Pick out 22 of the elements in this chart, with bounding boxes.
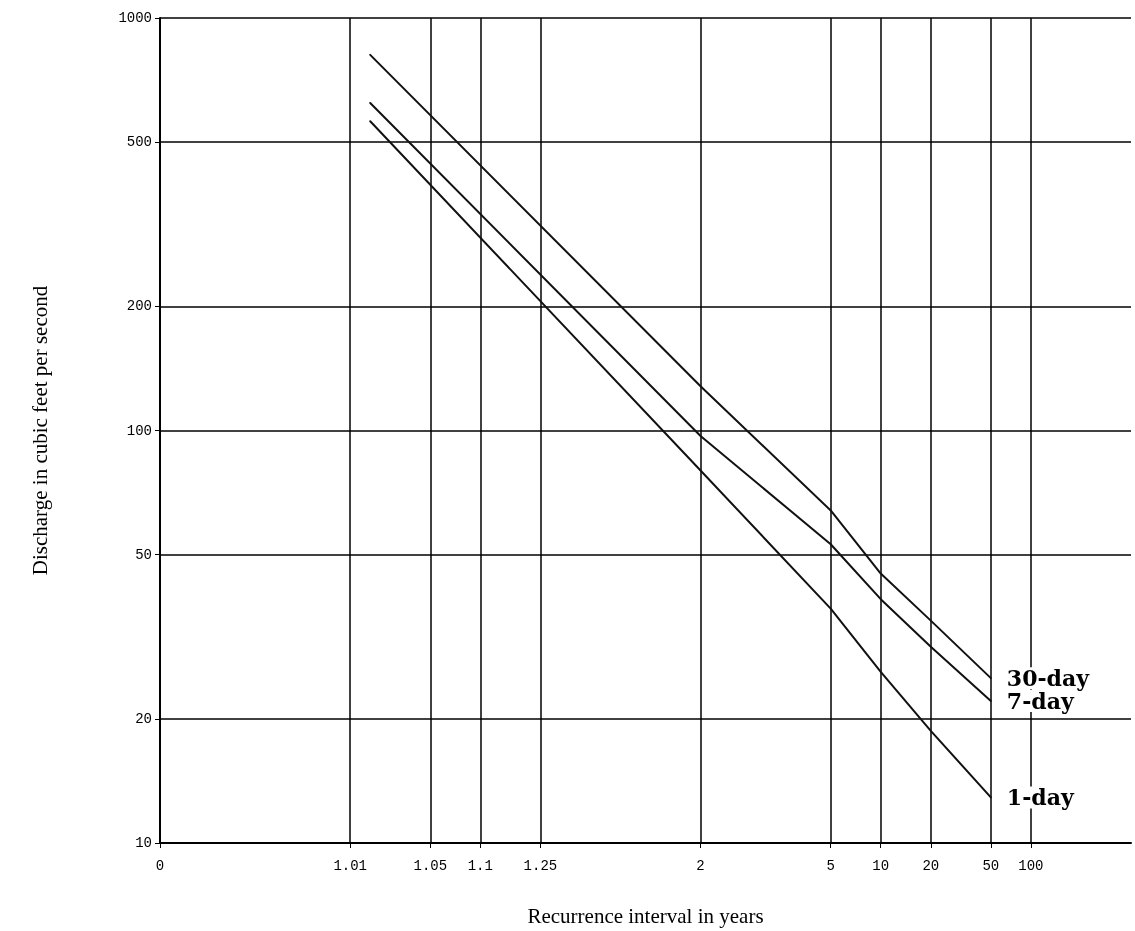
x-axis-title: Recurrence interval in years [527, 903, 764, 928]
line-series [369, 120, 992, 799]
y-tick-label: 500 [126, 134, 152, 151]
x-tick-label: 1.25 [523, 858, 558, 874]
x-tick-label: 1.01 [333, 858, 367, 874]
x-tick-label: 50 [982, 858, 1000, 874]
x-tick-label: 5 [826, 858, 835, 874]
y-tick-label: 1000 [118, 10, 152, 26]
x-tick-label: 0 [155, 858, 165, 874]
y-tick-label: 100 [126, 422, 152, 439]
y-tick-label: 20 [135, 710, 152, 727]
series-label: 1-day [1006, 784, 1075, 811]
x-tick-label: 20 [922, 858, 940, 874]
x-tick-label: 10 [872, 858, 890, 874]
y-tick-label: 200 [126, 298, 152, 315]
y-tick-label: 50 [135, 546, 152, 563]
y-axis-title: Discharge in cubic feet per second [27, 285, 52, 576]
x-tick-label: 1.1 [467, 858, 493, 874]
x-tick-label: 100 [1018, 858, 1044, 874]
x-tick-label: 2 [696, 858, 705, 874]
x-tick-label: 1.05 [413, 858, 448, 874]
y-tick-label: 10 [135, 835, 152, 851]
